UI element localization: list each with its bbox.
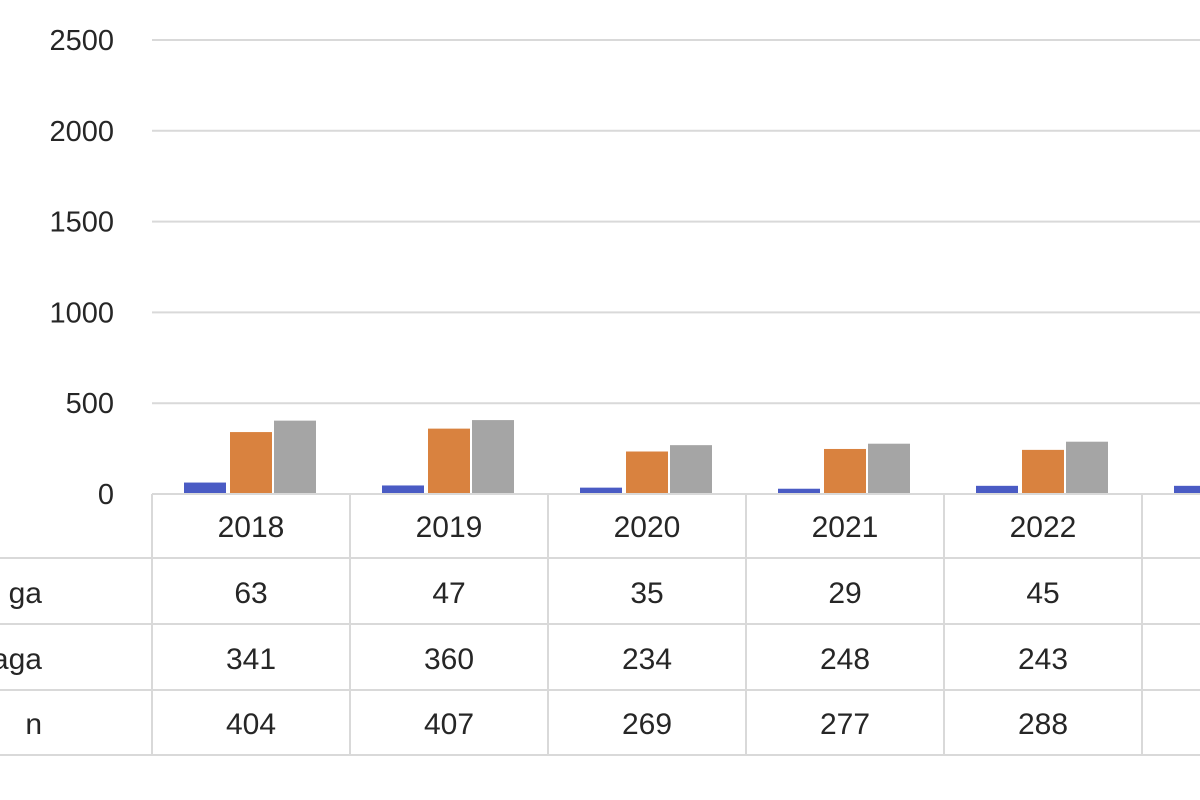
table-cell-value: 269 xyxy=(622,708,672,741)
y-tick-label: 500 xyxy=(66,388,114,420)
y-tick-label: 1500 xyxy=(49,207,114,239)
gridlines xyxy=(152,39,1200,405)
table-cell-value: 63 xyxy=(234,577,267,610)
series-legend-key: ak Dijaga xyxy=(0,643,42,676)
table-cell-value: 47 xyxy=(432,577,465,610)
series-label: ga xyxy=(9,577,43,610)
table-cell-value: 277 xyxy=(820,708,870,741)
bar-2019-series-1 xyxy=(382,485,424,494)
table-cell-value: 404 xyxy=(226,708,276,741)
bar-2-series-1 xyxy=(1174,485,1200,494)
table-header-year: 2022 xyxy=(1010,511,1077,544)
table-header-year: 2020 xyxy=(614,511,681,544)
bar-2022-series-1 xyxy=(976,485,1018,494)
table-cell-value: 29 xyxy=(828,577,861,610)
series-legend-key: ga xyxy=(9,577,43,610)
y-axis: 0 500 1000 1500 2000 2500 xyxy=(49,25,114,511)
table-cell-value: 243 xyxy=(1018,643,1068,676)
table-cell-value: 234 xyxy=(622,643,672,676)
data-table: 201820192020202120222ga634735294545ak Di… xyxy=(0,493,1200,756)
table-cell-value: 45 xyxy=(1026,577,1059,610)
bar-2018-series-3 xyxy=(274,420,316,494)
bar-2019-series-3 xyxy=(472,420,514,494)
bar-2022-series-2 xyxy=(1022,449,1064,494)
table-cell-value: 341 xyxy=(226,643,276,676)
y-tick-label: 2000 xyxy=(49,116,114,148)
bar-2020-series-3 xyxy=(670,445,712,494)
series-legend-key: n xyxy=(25,708,42,741)
series-label: ak Dijaga xyxy=(0,643,42,676)
table-cell-value: 35 xyxy=(630,577,663,610)
bar-2018-series-2 xyxy=(230,432,272,494)
bar-2020-series-2 xyxy=(626,451,668,494)
table-header-year: 2021 xyxy=(812,511,879,544)
bar-2018-series-1 xyxy=(184,482,226,494)
bar-2021-series-3 xyxy=(868,443,910,494)
y-tick-label: 0 xyxy=(98,479,114,511)
table-header-year: 2019 xyxy=(416,511,483,544)
y-tick-label: 1000 xyxy=(49,297,114,329)
bars xyxy=(184,420,1200,494)
series-label: n xyxy=(25,708,42,741)
y-tick-label: 2500 xyxy=(49,25,114,57)
bar-2022-series-3 xyxy=(1066,441,1108,494)
bar-2021-series-2 xyxy=(824,448,866,494)
bar-2019-series-2 xyxy=(428,428,470,494)
bar-2021-series-1 xyxy=(778,488,820,494)
bar-2020-series-1 xyxy=(580,487,622,494)
table-cell-value: 360 xyxy=(424,643,474,676)
table-cell-value: 288 xyxy=(1018,708,1068,741)
table-header-year: 2018 xyxy=(218,511,285,544)
table-cell-value: 407 xyxy=(424,708,474,741)
table-cell-value: 248 xyxy=(820,643,870,676)
